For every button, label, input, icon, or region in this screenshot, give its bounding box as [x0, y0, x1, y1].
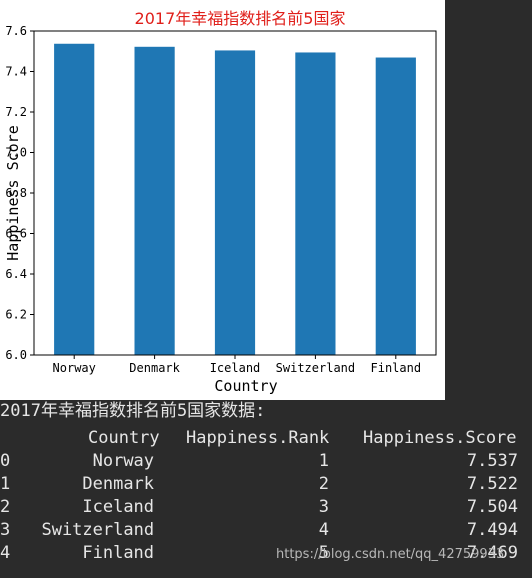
cell-score: 7.494 — [466, 520, 519, 540]
column-header-score: Happiness.Score — [363, 428, 517, 448]
cell-country: Norway — [92, 451, 155, 471]
cell-score: 7.504 — [466, 497, 519, 517]
x-tick-label: Switzerland — [276, 361, 355, 375]
bar-switzerland — [295, 52, 336, 356]
column-header-country: Country — [88, 428, 160, 448]
cell-country: Finland — [82, 543, 155, 563]
y-tick-label: 6.6 — [5, 227, 27, 241]
cell-rank: 2 — [318, 474, 330, 494]
cell-score: 7.522 — [466, 474, 519, 494]
chart-area: 2017年幸福指数排名前5国家 6.0 6.2 6.4 6.6 6.8 7.0 7.2 7.4… — [0, 0, 445, 400]
cell-rank: 5 — [318, 543, 330, 563]
row-index: 1 — [0, 474, 11, 494]
y-tick-label: 6.2 — [5, 308, 27, 322]
console-output: 2017年幸福指数排名前5国家数据: Country Happiness.Ran… — [0, 400, 532, 578]
row-index: 0 — [0, 451, 11, 471]
y-tick-label: 7.4 — [5, 65, 27, 79]
y-tick-label: 6.4 — [5, 267, 27, 281]
y-tick-label: 7.2 — [5, 105, 27, 119]
x-tick-label: Denmark — [129, 361, 180, 375]
cell-rank: 3 — [318, 497, 330, 517]
bar-chart: 2017年幸福指数排名前5国家 6.0 6.2 6.4 6.6 6.8 7.0 7.2 7.4… — [4, 9, 437, 395]
x-tick-label: Finland — [371, 361, 422, 375]
x-axis-label: Country — [214, 377, 277, 395]
bar-iceland — [214, 50, 256, 355]
row-index: 3 — [0, 520, 11, 540]
cell-country: Switzerland — [41, 520, 155, 540]
plot-frame — [33, 30, 437, 356]
row-index: 4 — [0, 543, 11, 563]
chart-title: 2017年幸福指数排名前5国家 — [135, 9, 346, 28]
x-tick-label: Norway — [53, 361, 96, 375]
bar-norway — [54, 43, 95, 355]
cell-country: Denmark — [82, 474, 155, 494]
bar-denmark — [134, 46, 175, 356]
column-header-rank: Happiness.Rank — [186, 428, 330, 448]
cell-score: 7.537 — [466, 451, 519, 471]
cell-rank: 1 — [318, 451, 330, 471]
y-tick-label: 7.6 — [5, 24, 27, 38]
cell-score: 7.469 — [466, 543, 519, 563]
bar-finland — [375, 57, 416, 356]
row-index: 2 — [0, 497, 11, 517]
y-axis-label: Happiness Score — [4, 125, 22, 260]
x-tick-label: Iceland — [210, 361, 261, 375]
cell-rank: 4 — [318, 520, 330, 540]
table-header: Country Happiness.Rank Happiness.Score — [0, 427, 517, 450]
y-tick-label: 6.0 — [5, 348, 27, 362]
y-tick-label: 6.8 — [5, 186, 27, 200]
console-caption: 2017年幸福指数排名前5国家数据: — [0, 401, 266, 421]
watermark: https://blog.csdn.net/qq_42759933 — [276, 547, 505, 562]
cell-country: Iceland — [82, 497, 155, 517]
y-tick-label: 7.0 — [5, 146, 27, 160]
